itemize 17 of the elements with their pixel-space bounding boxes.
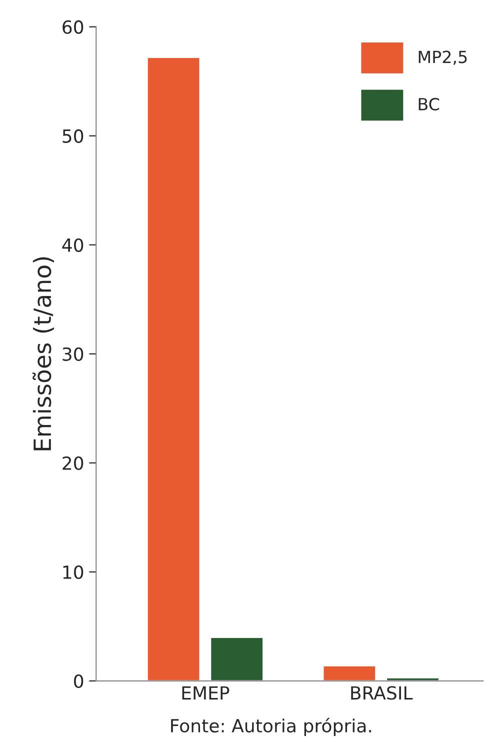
y-tick-label: 0	[74, 674, 84, 688]
bar	[386, 676, 440, 681]
y-tick-label: 40	[62, 238, 84, 252]
y-tick-label: 30	[62, 347, 84, 361]
bar	[210, 636, 264, 681]
y-tick-label: 60	[62, 20, 84, 34]
y-tick-label: 20	[62, 456, 84, 470]
y-tick-label: 50	[62, 129, 84, 143]
legend-label: MP2,5	[418, 50, 467, 65]
bar	[146, 56, 201, 681]
x-tick-label: EMEP	[182, 686, 230, 700]
y-tick-label: 10	[63, 565, 84, 580]
bar	[322, 664, 377, 681]
legend-label: BC	[418, 98, 440, 110]
y-axis-title: Emissões (t/ano)	[32, 257, 54, 450]
x-tick-label: BRASIL	[351, 686, 413, 700]
source-note: Fonte: Autoria própria.	[171, 718, 372, 736]
